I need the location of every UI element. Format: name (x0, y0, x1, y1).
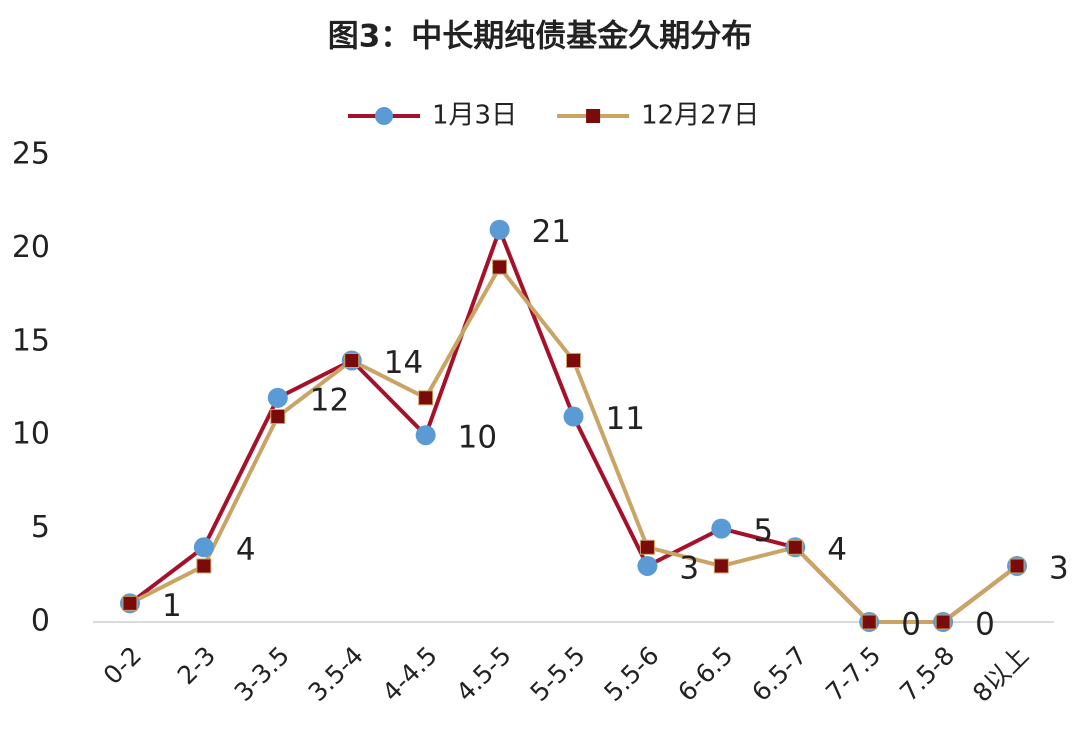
x-tick-label: 2-3 (172, 641, 221, 690)
legend-label: 12月27日 (641, 101, 759, 131)
x-tick-label: 7-7.5 (820, 641, 886, 707)
point (566, 352, 581, 368)
series-line (129, 265, 1019, 624)
point (1009, 558, 1025, 574)
x-tick-label: 3-3.5 (229, 641, 295, 707)
point (787, 539, 803, 555)
point (563, 406, 584, 427)
x-tick-label: 0-2 (98, 641, 147, 690)
data-label: 14 (384, 345, 423, 381)
x-tick-label: 5-5.5 (524, 641, 590, 707)
y-tick-label: 20 (12, 230, 50, 265)
point (196, 558, 212, 574)
point (637, 555, 658, 576)
point (415, 425, 436, 446)
data-label: 1 (162, 588, 182, 624)
point (193, 537, 214, 558)
x-tick-label: 8以上 (967, 641, 1034, 708)
data-label: 3 (679, 550, 699, 586)
x-tick-label: 6-6.5 (672, 641, 738, 707)
point (122, 595, 138, 611)
point (639, 539, 655, 555)
x-tick-label: 5.5-6 (598, 641, 664, 707)
point (711, 518, 732, 539)
x-tick-label: 7.5-8 (894, 641, 960, 707)
data-label: 4 (236, 532, 256, 568)
legend-label: 1月3日 (432, 101, 517, 131)
point (492, 259, 508, 275)
x-tick-label: 4-4.5 (377, 641, 443, 707)
data-label: 0 (975, 607, 995, 643)
legend-marker (586, 109, 601, 123)
point (489, 219, 510, 240)
point (418, 390, 434, 406)
x-tick-label: 3.5-4 (303, 641, 369, 707)
chart-title: 图3：中长期纯债基金久期分布 (328, 19, 753, 55)
x-tick-label: 6.5-7 (746, 641, 812, 707)
point (861, 614, 877, 630)
legend-marker (375, 107, 393, 125)
data-label: 11 (606, 401, 645, 437)
y-tick-label: 10 (12, 417, 50, 452)
point (267, 387, 288, 408)
point (713, 558, 729, 574)
point (935, 614, 951, 630)
point (270, 409, 286, 425)
data-label: 5 (753, 513, 773, 549)
y-tick-label: 25 (12, 137, 50, 172)
y-tick-label: 0 (31, 604, 50, 639)
data-label: 4 (827, 532, 847, 568)
data-label: 12 (310, 382, 349, 418)
x-tick-label: 4.5-5 (451, 641, 517, 707)
y-tick-label: 15 (12, 323, 50, 358)
data-label: 3 (1049, 550, 1069, 586)
data-label: 21 (532, 214, 571, 250)
point (344, 352, 360, 368)
data-label: 10 (458, 420, 497, 456)
y-tick-label: 5 (31, 510, 50, 545)
data-label: 0 (901, 607, 921, 643)
